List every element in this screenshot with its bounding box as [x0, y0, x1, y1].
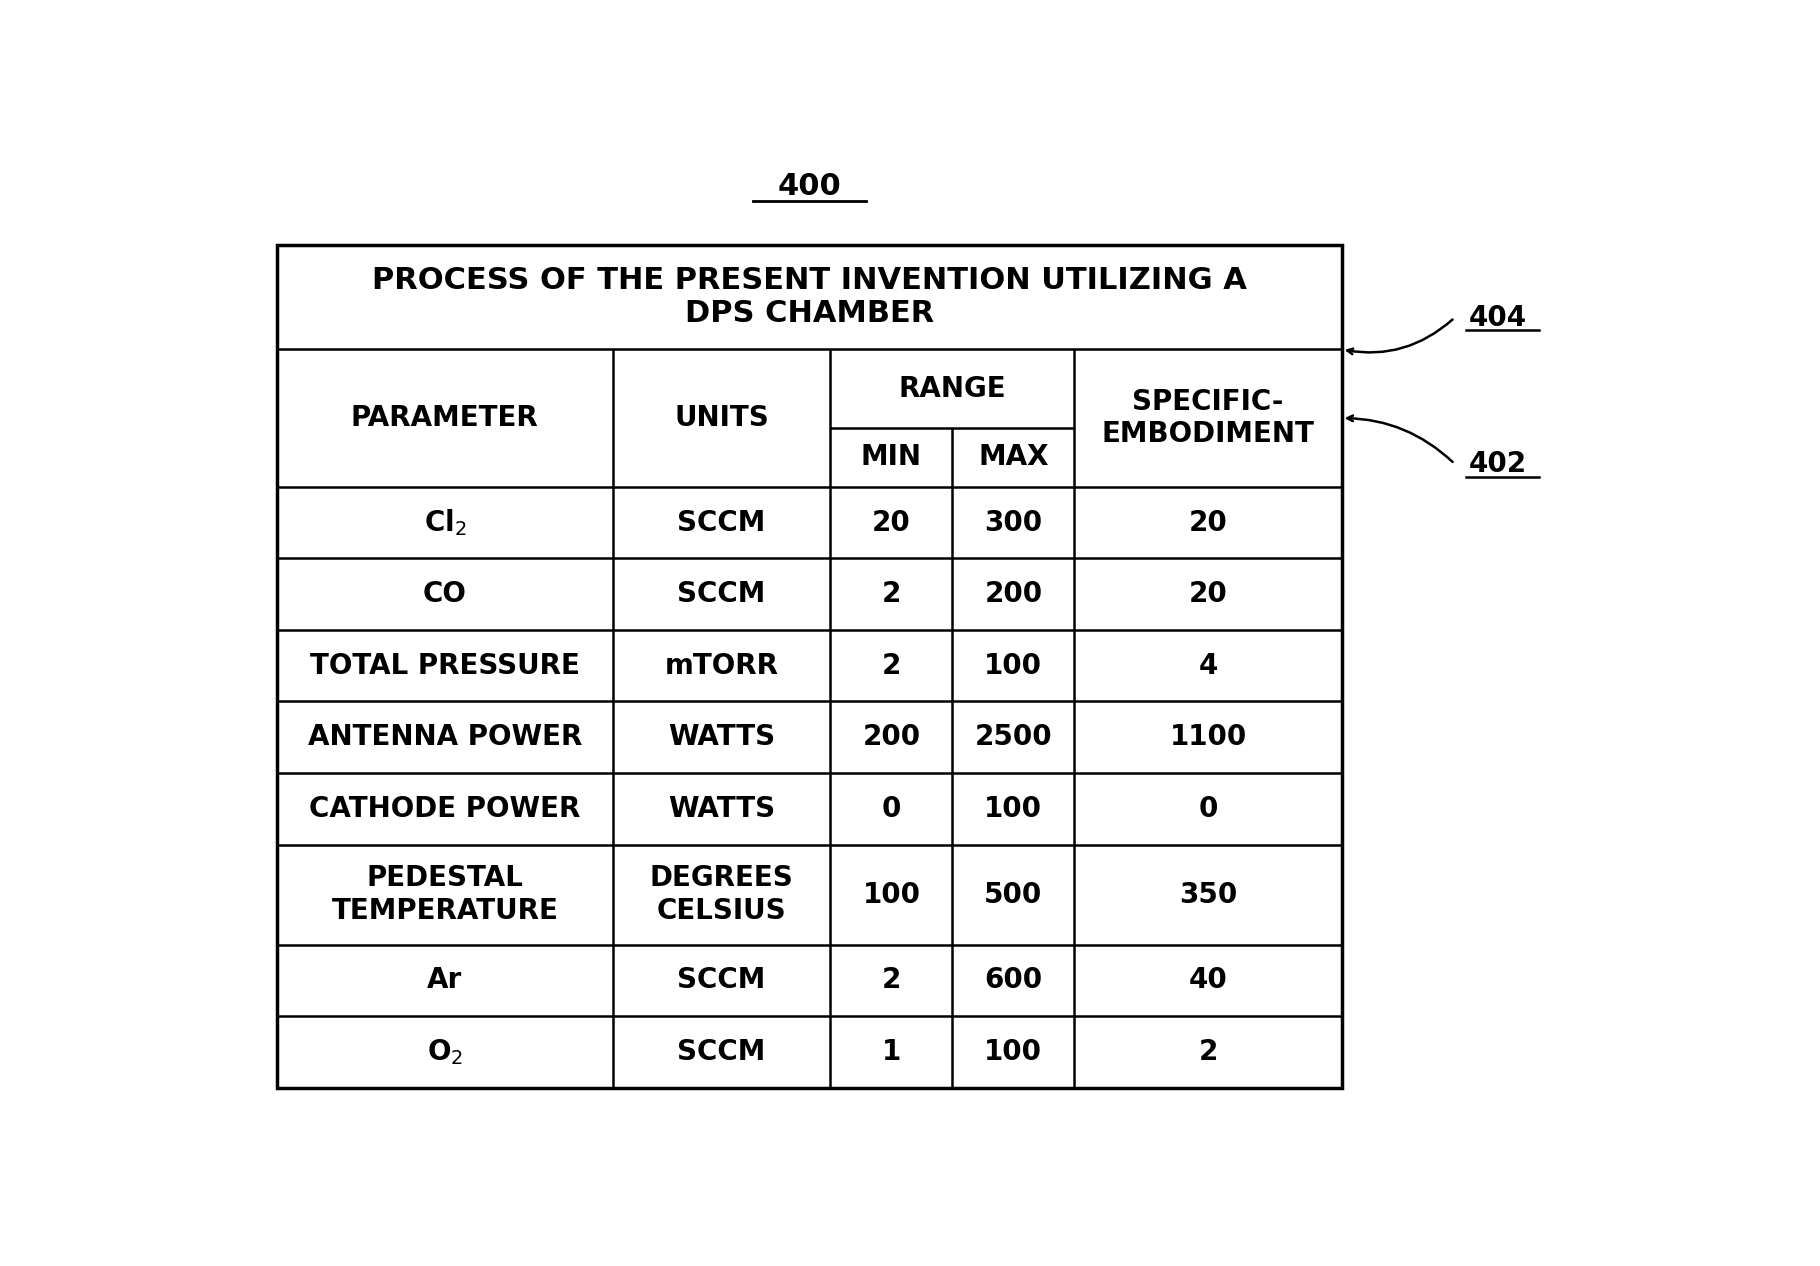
Text: SPECIFIC-
EMBODIMENT: SPECIFIC- EMBODIMENT	[1101, 387, 1314, 448]
Text: RANGE: RANGE	[899, 375, 1006, 403]
Text: ANTENNA POWER: ANTENNA POWER	[308, 723, 582, 751]
Text: WATTS: WATTS	[668, 723, 775, 751]
Text: 20: 20	[872, 509, 910, 537]
Text: 100: 100	[985, 652, 1043, 680]
Text: MIN: MIN	[861, 443, 923, 471]
Text: 4: 4	[1198, 652, 1218, 680]
Text: MAX: MAX	[977, 443, 1048, 471]
Text: CATHODE POWER: CATHODE POWER	[309, 795, 581, 823]
Text: Ar: Ar	[428, 966, 462, 994]
Text: 2: 2	[881, 966, 901, 994]
Text: 100: 100	[985, 795, 1043, 823]
Text: 2: 2	[881, 580, 901, 608]
Text: SCCM: SCCM	[677, 509, 766, 537]
Text: mTORR: mTORR	[664, 652, 779, 680]
Text: 0: 0	[881, 795, 901, 823]
Text: PEDESTAL
TEMPERATURE: PEDESTAL TEMPERATURE	[331, 865, 559, 924]
Text: 100: 100	[863, 881, 921, 909]
Text: 200: 200	[985, 580, 1043, 608]
Text: O$_2$: O$_2$	[426, 1037, 462, 1067]
Text: Cl$_2$: Cl$_2$	[424, 508, 466, 538]
Text: DEGREES
CELSIUS: DEGREES CELSIUS	[650, 865, 794, 924]
Text: SCCM: SCCM	[677, 580, 766, 608]
Text: TOTAL PRESSURE: TOTAL PRESSURE	[309, 652, 581, 680]
Text: 100: 100	[985, 1038, 1043, 1066]
Text: 500: 500	[985, 881, 1043, 909]
Bar	[277, 244, 1341, 1087]
Text: UNITS: UNITS	[673, 404, 770, 432]
Text: 20: 20	[1188, 580, 1227, 608]
Text: 2: 2	[1198, 1038, 1218, 1066]
Text: 404: 404	[1469, 304, 1527, 332]
Text: 350: 350	[1179, 881, 1238, 909]
Text: WATTS: WATTS	[668, 795, 775, 823]
Text: 2: 2	[881, 652, 901, 680]
Text: 200: 200	[863, 723, 921, 751]
Text: SCCM: SCCM	[677, 1038, 766, 1066]
Text: 402: 402	[1469, 449, 1527, 477]
Text: 2500: 2500	[974, 723, 1052, 751]
Text: 600: 600	[985, 966, 1043, 994]
Text: 300: 300	[985, 509, 1043, 537]
Text: PROCESS OF THE PRESENT INVENTION UTILIZING A
DPS CHAMBER: PROCESS OF THE PRESENT INVENTION UTILIZI…	[371, 266, 1247, 328]
Text: CO: CO	[422, 580, 466, 608]
Text: 40: 40	[1188, 966, 1227, 994]
Text: 400: 400	[777, 171, 841, 200]
Text: 1100: 1100	[1170, 723, 1247, 751]
Text: 1: 1	[883, 1038, 901, 1066]
Text: 0: 0	[1198, 795, 1218, 823]
Text: 20: 20	[1188, 509, 1227, 537]
Text: SCCM: SCCM	[677, 966, 766, 994]
Text: PARAMETER: PARAMETER	[351, 404, 539, 432]
